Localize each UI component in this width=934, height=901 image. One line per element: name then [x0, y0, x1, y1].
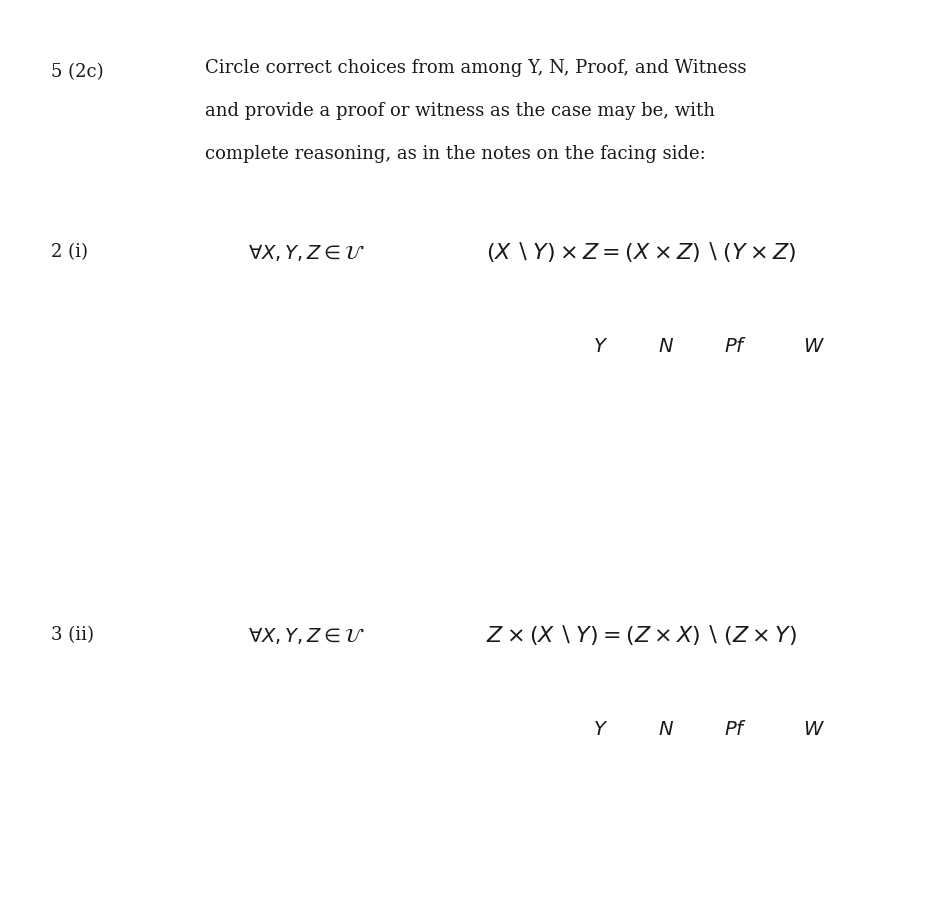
Text: $Pf$: $Pf$ — [724, 337, 747, 357]
Text: 5 (2c): 5 (2c) — [51, 63, 104, 81]
Text: $Pf$: $Pf$ — [724, 720, 747, 740]
Text: $W$: $W$ — [803, 338, 825, 356]
Text: 3 (ii): 3 (ii) — [51, 626, 94, 644]
Text: $N$: $N$ — [658, 338, 674, 356]
Text: Circle correct choices from among Y, N, Proof, and Witness: Circle correct choices from among Y, N, … — [205, 59, 747, 77]
Text: $W$: $W$ — [803, 721, 825, 739]
Text: $Y$: $Y$ — [593, 721, 608, 739]
Text: $Y$: $Y$ — [593, 338, 608, 356]
Text: $\forall X, Y, Z \in \mathcal{U}$: $\forall X, Y, Z \in \mathcal{U}$ — [248, 241, 364, 263]
Text: $\left(X \setminus Y\right) \times Z = \left(X \times Z\right) \setminus \left(Y: $\left(X \setminus Y\right) \times Z = \… — [486, 241, 796, 264]
Text: $Z \times \left(X \setminus Y\right) = \left(Z \times X\right) \setminus \left(Z: $Z \times \left(X \setminus Y\right) = \… — [486, 623, 797, 647]
Text: 2 (i): 2 (i) — [51, 243, 89, 261]
Text: complete reasoning, as in the notes on the facing side:: complete reasoning, as in the notes on t… — [205, 145, 706, 163]
Text: $\forall X, Y, Z \in \mathcal{U}$: $\forall X, Y, Z \in \mathcal{U}$ — [248, 624, 364, 646]
Text: and provide a proof or witness as the case may be, with: and provide a proof or witness as the ca… — [205, 102, 715, 120]
Text: $N$: $N$ — [658, 721, 674, 739]
